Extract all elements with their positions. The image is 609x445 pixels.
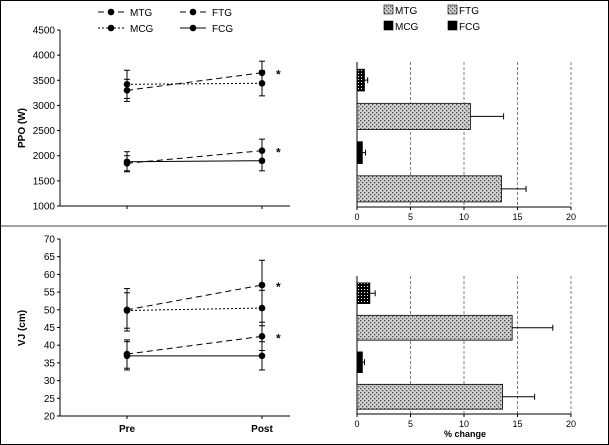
y-tick-label: 4000 [33,51,56,62]
ppo-bar-chart: 0 5 10 15 20 [354,62,576,222]
legend-label: MCG [130,24,154,35]
legend-label: FCG [212,24,233,35]
bar [356,102,471,130]
x-tick-label: 5 [408,419,413,429]
legend-marker [107,24,115,32]
x-tick-label: 15 [512,212,522,222]
series-line [126,82,263,85]
y-tick-label: 2500 [33,126,56,137]
data-point [123,81,131,88]
y-tick-label: 50 [44,305,56,316]
legend-marker [189,8,197,16]
series-line [126,160,263,163]
legend-label: FTG [459,6,479,17]
y-tick-label: 4500 [33,26,56,37]
y-tick-label: 1000 [33,202,56,213]
x-tick-label: 20 [566,419,576,429]
series-mcg [123,289,266,329]
x-tick-label: 15 [512,419,522,429]
data-point [123,158,131,166]
y-tick-label: 20 [44,412,56,423]
bar-xlabel: % change [444,429,486,439]
x-tick-label: 20 [566,212,576,222]
legend-label: FTG [212,8,232,19]
bar [356,351,363,373]
y-tick-label: 3000 [33,101,56,112]
series-ftg: * [123,138,281,172]
bar [356,175,502,203]
x-tick-label: 0 [354,212,359,222]
y-tick-label: 55 [44,288,56,299]
data-point [123,352,131,360]
y-tick-label: 35 [44,358,56,369]
legend-label: MCG [395,22,419,33]
x-tick-label: 5 [408,212,413,222]
y-tick-label: 60 [44,270,56,281]
series-mtg: * [123,60,281,102]
y-tick-label: 70 [44,235,56,246]
bar [356,383,503,410]
significance-marker: * [276,68,281,82]
series-line [126,335,263,355]
data-point [258,281,266,289]
y-tick-label: 65 [44,252,56,263]
y-tick-label: 3500 [33,76,56,87]
series-ftg: * [123,321,281,369]
data-point [258,333,266,340]
vj-ylabel: VJ (cm) [17,310,28,346]
legend-swatch [383,4,394,15]
data-point [258,157,266,165]
legend-label: FCG [459,22,480,33]
vj-line-chart: 20 25 30 35 40 45 50 55 60 65 70 * * [44,235,290,423]
data-point [258,304,266,312]
y-tick-label: 45 [44,323,56,334]
series-fcg [123,341,266,371]
data-point [123,307,131,314]
series-line [126,72,263,91]
significance-marker: * [276,331,281,345]
series-line [126,284,263,311]
x-tick-label: 10 [459,419,469,429]
significance-marker: * [276,146,281,160]
significance-marker: * [276,280,281,294]
y-tick-label: 30 [44,376,56,387]
x-tick-label: 10 [459,212,469,222]
bar-legend: MTG FTG MCG FCG [383,4,480,33]
y-tick-label: 2000 [33,151,56,162]
y-tick-label: 40 [44,341,56,352]
legend-swatch [383,20,394,31]
vj-bar-chart: 0 5 10 15 20 [354,276,576,429]
legend-label: MTG [395,6,417,17]
legend-marker [107,8,115,16]
bar [356,68,365,92]
x-tick-label: 0 [354,419,359,429]
y-tick-label: 1500 [33,176,56,187]
legend-marker [189,24,197,32]
ppo-line-chart: 1000 1500 2000 2500 3000 3500 4000 4500 * * [33,26,290,213]
data-point [258,80,266,87]
ppo-ylabel: PPO (W) [17,108,28,148]
y-tick-label: 25 [44,394,56,405]
series-fcg [123,150,266,173]
series-mcg [123,69,266,99]
line-legend: MTG FTG MCG FCG [98,8,233,35]
data-point [258,352,266,360]
bar [356,314,513,341]
x-tick-pre: Pre [119,424,136,435]
bar [356,282,371,304]
x-tick-post: Post [251,424,273,435]
series-line [126,307,263,312]
legend-swatch [447,4,458,15]
bar [356,141,363,164]
legend-swatch [447,20,458,31]
series-mtg: * [123,259,281,332]
legend-label: MTG [130,8,152,19]
